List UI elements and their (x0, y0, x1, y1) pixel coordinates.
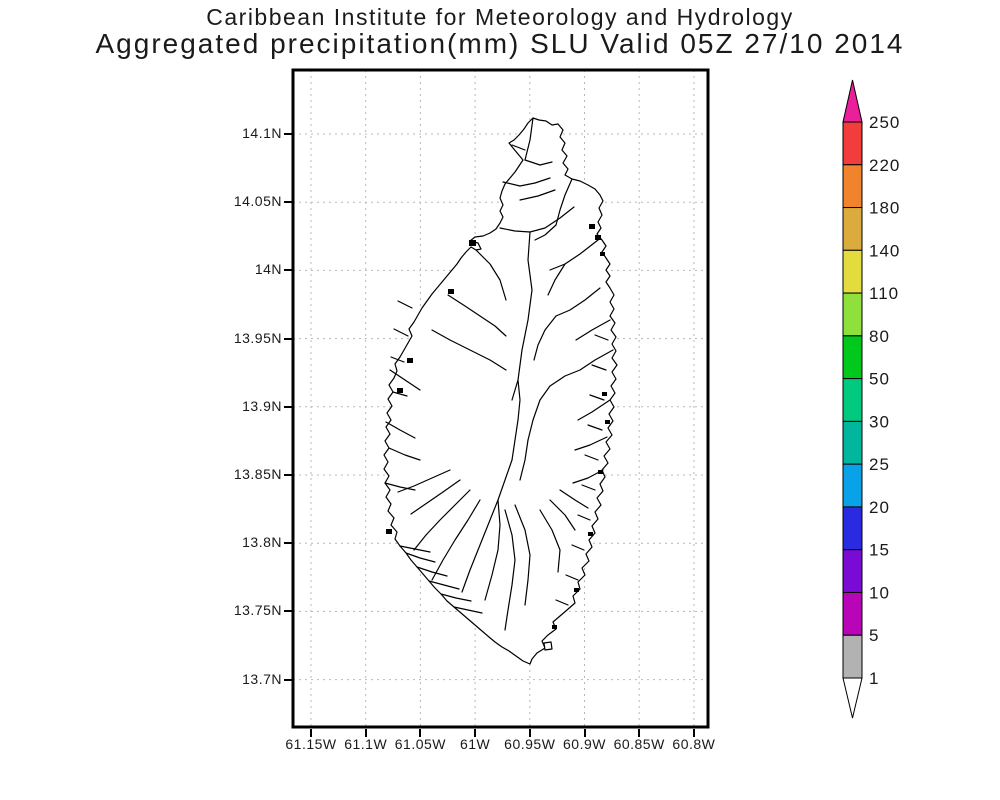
y-axis-tick (284, 678, 292, 681)
y-axis-tick (284, 337, 292, 340)
colorbar-band (842, 634, 863, 679)
x-axis-label: 61.1W (344, 736, 388, 752)
y-axis-label: 14.1N (242, 125, 282, 141)
x-axis-tick (310, 729, 312, 737)
y-axis-label: 13.85N (233, 466, 282, 482)
x-axis-label: 61.05W (394, 736, 447, 752)
y-axis-tick (284, 474, 292, 476)
y-axis-tick (284, 542, 292, 545)
colorbar-tick-label: 250 (869, 113, 900, 132)
colorbar-tick-label: 5 (869, 626, 879, 645)
colorbar-tick-label: 15 (869, 541, 890, 560)
x-axis-tick (692, 729, 695, 737)
x-axis-tick (583, 729, 586, 737)
x-axis-label: 60.8W (672, 736, 716, 752)
colorbar-tick-label: 110 (869, 284, 899, 303)
colorbar-band (842, 591, 863, 636)
y-axis-tick (284, 610, 292, 613)
offshore-islet (543, 641, 553, 651)
x-axis-label: 60.85W (613, 736, 665, 752)
y-axis-label: 14N (254, 261, 282, 278)
colorbar-tick-label: 80 (869, 327, 890, 346)
coastal-islets (386, 224, 610, 629)
figure-subtitle: Aggregated precipitation(mm) SLU Valid 0… (95, 28, 905, 59)
x-axis-tick (638, 729, 641, 737)
y-axis-label: 13.9N (242, 397, 282, 414)
precipitation-colorbar: 250 220 180 140 110 80 50 30 25 20 15 10 5 1 (842, 79, 900, 719)
y-axis-label: 13.95N (233, 329, 282, 346)
colorbar-tick-label: 140 (869, 241, 900, 260)
colorbar-bottom-arrow (842, 677, 863, 719)
x-axis-tick (364, 729, 367, 737)
colorbar-band (842, 335, 863, 380)
y-axis-tick (284, 405, 292, 408)
x-axis-label: 60.9W (563, 736, 606, 752)
colorbar-tick-label: 10 (869, 583, 890, 602)
x-axis-tick (419, 729, 422, 737)
x-axis-label: 61.15W (285, 736, 337, 752)
x-axis-tick (474, 729, 477, 737)
colorbar-band (842, 249, 863, 294)
saint-lucia-map (383, 117, 618, 665)
colorbar-tick-label: 20 (869, 498, 890, 517)
y-axis-tick (284, 269, 292, 272)
colorbar-band (842, 207, 863, 251)
colorbar-tick-label: 50 (869, 370, 890, 389)
colorbar-band (842, 121, 863, 166)
x-axis-label: 61W (459, 736, 491, 752)
y-axis-tick (284, 201, 292, 204)
watershed-boundaries (384, 117, 614, 631)
colorbar-band (842, 506, 863, 551)
colorbar-tick-label: 220 (869, 156, 900, 175)
colorbar-band (842, 420, 863, 465)
saint-lucia-coastline (383, 117, 618, 665)
y-axis-label: 13.75N (233, 602, 282, 619)
plot-frame (291, 68, 710, 729)
colorbar-band (842, 292, 863, 337)
figure-title: Caribbean Institute for Meteorology and … (206, 4, 794, 30)
colorbar-band (842, 549, 863, 593)
colorbar-tick-label: 1 (869, 669, 879, 688)
y-axis-tick (284, 133, 292, 135)
colorbar-band (842, 463, 863, 508)
y-axis-label: 14.05N (233, 193, 282, 210)
x-axis-tick (528, 729, 531, 737)
colorbar-band (842, 378, 863, 422)
colorbar-top-arrow (842, 79, 863, 123)
colorbar-band (842, 164, 863, 209)
colorbar-tick-label: 180 (869, 199, 900, 218)
colorbar-tick-label: 25 (869, 455, 890, 474)
y-axis-label: 13.8N (242, 534, 282, 551)
x-axis-label: 60.95W (504, 736, 556, 752)
colorbar-tick-label: 30 (869, 412, 890, 431)
y-axis-label: 13.7N (242, 670, 282, 687)
map-plot-area (291, 68, 710, 729)
